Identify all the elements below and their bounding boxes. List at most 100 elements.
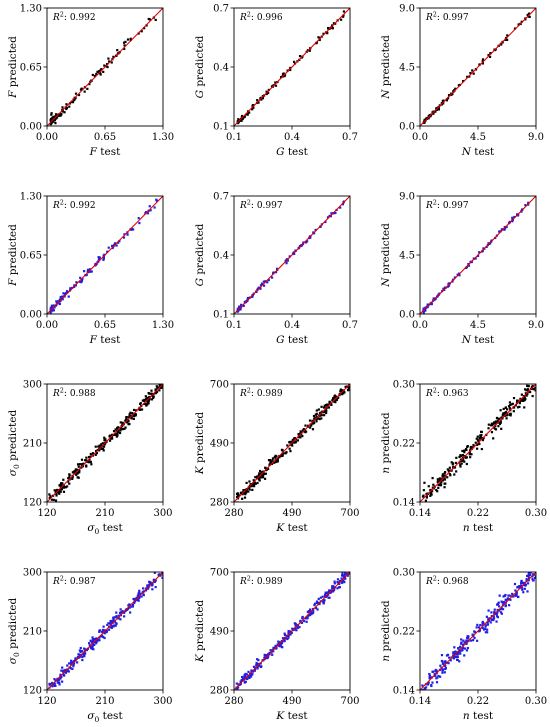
data-point	[513, 582, 517, 586]
data-point	[97, 70, 100, 73]
data-point	[258, 469, 262, 473]
data-point	[108, 435, 111, 438]
data-point	[329, 589, 332, 592]
data-point	[91, 638, 94, 642]
data-point	[506, 38, 509, 41]
data-point	[272, 650, 275, 653]
data-point	[113, 433, 116, 436]
data-point	[241, 677, 245, 680]
data-point	[238, 306, 241, 309]
data-point	[465, 462, 468, 466]
data-point	[259, 287, 262, 290]
data-point	[58, 678, 61, 681]
data-point	[250, 672, 253, 676]
data-point	[83, 90, 86, 93]
data-point	[484, 631, 487, 634]
y-tick-label: 0.22	[393, 627, 415, 638]
data-point	[108, 439, 112, 442]
data-point	[508, 407, 512, 410]
data-point	[293, 441, 296, 444]
data-point	[261, 476, 265, 479]
data-point	[124, 426, 127, 429]
data-point	[514, 589, 517, 592]
data-point	[465, 456, 468, 459]
data-point	[99, 73, 102, 76]
data-point	[324, 220, 327, 224]
reference-line	[233, 195, 351, 315]
data-point	[428, 674, 431, 677]
data-point	[479, 430, 483, 433]
data-point	[83, 647, 86, 650]
data-point	[67, 295, 70, 298]
var-symbol: G	[276, 334, 284, 346]
data-point	[465, 642, 468, 645]
data-point	[533, 569, 535, 571]
data-point	[476, 623, 479, 626]
y-tick-label: 490	[210, 627, 229, 638]
data-point	[61, 666, 64, 669]
data-point	[527, 201, 530, 204]
data-point	[476, 439, 480, 442]
data-point	[257, 659, 260, 662]
data-point	[322, 599, 325, 602]
data-point	[466, 635, 469, 638]
data-point	[281, 645, 284, 649]
data-point	[111, 433, 114, 436]
data-point	[462, 79, 465, 83]
data-point	[492, 617, 496, 620]
data-point	[492, 437, 495, 440]
data-point	[123, 44, 126, 47]
data-point	[69, 287, 72, 290]
y-axis-label: G predicted	[194, 223, 206, 286]
data-point	[486, 623, 490, 626]
data-point	[322, 600, 325, 604]
var-symbol: σ	[7, 468, 19, 476]
data-point	[74, 97, 77, 100]
scatter-panel-2: 0.10.1 0.4 0.4 0.7 0.7 R2: 0.996 G test G predi…	[194, 4, 358, 159]
y-tick-label: 0.0	[399, 310, 415, 321]
data-point	[100, 68, 103, 71]
data-point	[490, 611, 493, 614]
data-point	[72, 663, 75, 666]
data-point	[534, 389, 536, 392]
data-point	[480, 436, 483, 440]
data-point	[289, 450, 292, 453]
data-point	[293, 622, 296, 625]
var-symbol: σ	[87, 710, 95, 722]
data-point	[458, 651, 461, 654]
data-point	[459, 642, 463, 645]
data-point	[292, 437, 296, 440]
data-point	[494, 420, 497, 423]
data-point	[332, 590, 335, 593]
data-point	[144, 395, 147, 398]
data-point	[267, 653, 270, 656]
data-point	[288, 633, 292, 636]
data-point	[61, 680, 64, 683]
data-point	[343, 580, 346, 584]
data-point	[441, 671, 444, 674]
data-point	[328, 400, 331, 403]
data-point	[472, 639, 475, 642]
data-point	[463, 654, 466, 657]
data-point	[107, 628, 111, 631]
data-point	[476, 447, 479, 450]
data-point	[243, 492, 246, 495]
data-point	[506, 34, 509, 37]
data-point	[466, 646, 469, 650]
data-point	[500, 427, 503, 430]
data-point	[245, 481, 248, 485]
data-point	[119, 618, 122, 621]
data-point	[288, 447, 291, 450]
data-point	[427, 117, 430, 120]
data-point	[149, 209, 152, 212]
data-point	[513, 215, 516, 219]
var-symbol: K	[275, 522, 285, 534]
data-point	[520, 585, 523, 588]
data-point	[444, 470, 447, 474]
data-point	[240, 119, 243, 122]
data-point	[487, 618, 490, 621]
data-point	[265, 469, 268, 472]
scatter-panel-6: 0.00.0 4.5 4.5 9.0 9.0 R2: 0.997 N test N predi…	[380, 192, 544, 347]
data-point	[151, 588, 154, 591]
data-point	[262, 284, 266, 287]
